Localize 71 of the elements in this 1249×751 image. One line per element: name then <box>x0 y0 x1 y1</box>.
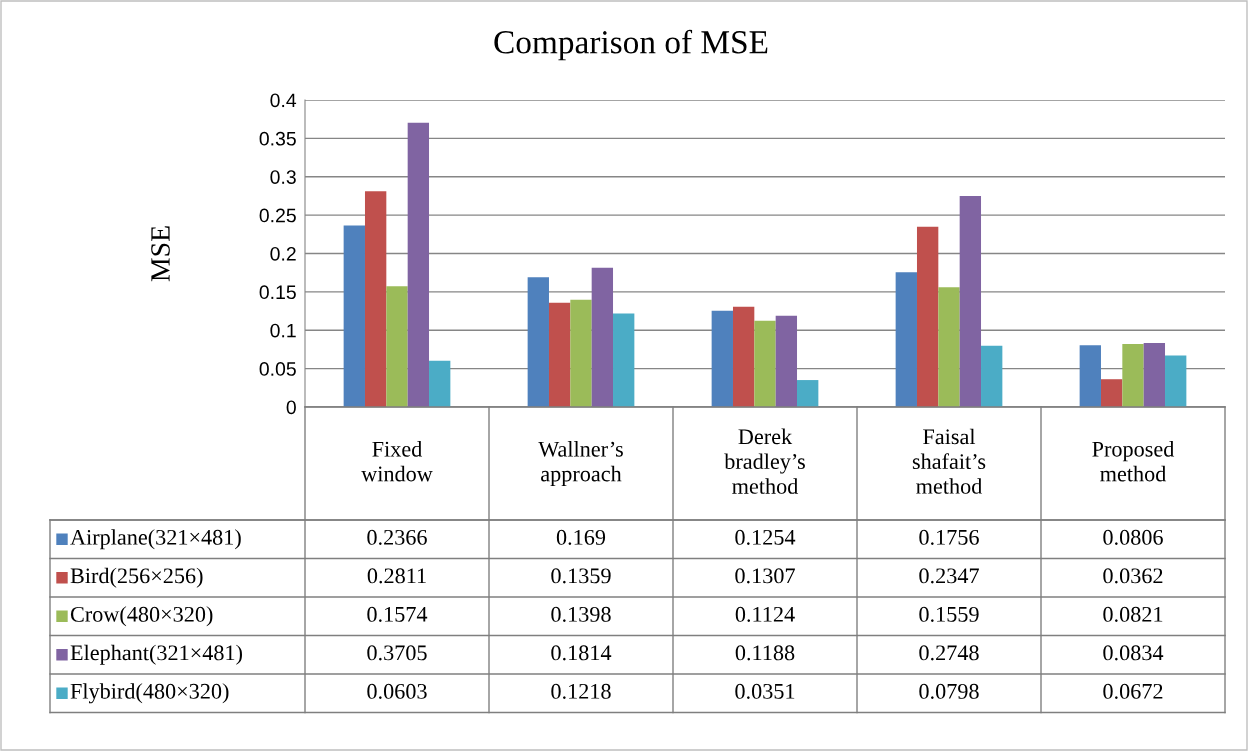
data-label: 0.2366 <box>367 529 427 545</box>
bar <box>570 299 592 407</box>
y-tick-label: 0.25 <box>259 208 296 223</box>
bar <box>895 272 917 407</box>
data-label: 0.0821 <box>1103 606 1163 622</box>
y-tick-label: 0.3 <box>270 170 296 184</box>
data-label: 0.2811 <box>367 568 426 584</box>
data-label: 0.1307 <box>735 568 795 584</box>
data-label: 0.1814 <box>551 645 612 661</box>
legend-label: Crow(480×320) <box>70 606 213 627</box>
x-tick-label: Wallner’s approach <box>538 441 623 486</box>
legend-label: Elephant(321×481) <box>70 644 243 665</box>
bar <box>981 345 1003 407</box>
data-label: 0.2347 <box>919 568 979 584</box>
legend-label: Flybird(480×320) <box>70 683 229 704</box>
bar <box>1143 342 1166 407</box>
bar <box>1079 345 1101 407</box>
x-tick-label: Fixed window <box>361 441 433 482</box>
x-tick-label: Faisal shafait’s method <box>912 428 986 494</box>
data-label: 0.169 <box>556 529 606 545</box>
bar <box>1165 355 1187 407</box>
data-label: 0.3705 <box>367 645 427 661</box>
y-tick-label: 0 <box>286 400 296 415</box>
bar <box>938 287 960 407</box>
y-tick-label: 0.4 <box>270 93 297 108</box>
bar <box>591 267 614 407</box>
y-tick-label: 0.2 <box>270 246 296 261</box>
data-label: 0.1398 <box>551 606 611 622</box>
bar <box>1122 343 1144 407</box>
y-tick-label: 0.35 <box>259 131 296 146</box>
legend-label: Airplane(321×481) <box>70 529 241 550</box>
data-label: 0.1559 <box>919 606 979 622</box>
bar <box>527 277 549 407</box>
bar <box>916 226 939 407</box>
bar <box>386 286 408 407</box>
y-tick-label: 0.1 <box>270 323 296 338</box>
data-label: 0.0798 <box>919 683 979 699</box>
data-label: 0.1124 <box>735 606 795 622</box>
y-tick-label: 0.05 <box>259 362 296 376</box>
y-tick-label: 0.15 <box>259 285 296 300</box>
data-label: 0.0351 <box>735 683 795 699</box>
data-label: 0.1218 <box>551 683 611 699</box>
bar <box>548 302 571 407</box>
data-label: 0.0834 <box>1103 645 1164 661</box>
data-label: 0.0672 <box>1103 683 1163 699</box>
bar <box>959 196 982 407</box>
bar <box>407 122 430 407</box>
bar <box>732 306 755 407</box>
data-label: 0.1188 <box>735 645 795 661</box>
y-axis-title: MSE <box>151 226 170 282</box>
data-label: 0.0806 <box>1103 529 1163 545</box>
chart-title: Comparison of MSE <box>494 29 768 61</box>
bar <box>343 225 365 407</box>
x-tick-label: Proposed method <box>1092 441 1175 482</box>
x-tick-label: Derek bradley’s method <box>724 428 805 494</box>
data-label: 0.1359 <box>551 568 611 584</box>
bar <box>613 313 635 407</box>
data-label: 0.0362 <box>1103 568 1163 584</box>
bar <box>797 380 819 407</box>
bar <box>429 360 451 407</box>
bar <box>754 320 776 407</box>
data-label: 0.0603 <box>367 683 427 699</box>
data-label: 0.1756 <box>919 529 979 545</box>
bar <box>711 310 733 407</box>
bar <box>364 191 387 407</box>
data-label: 0.2748 <box>919 645 979 661</box>
legend-label: Bird(256×256) <box>70 567 203 588</box>
bar <box>775 315 798 407</box>
data-label: 0.1574 <box>367 606 428 622</box>
bar <box>1100 379 1123 407</box>
data-label: 0.1254 <box>735 529 796 545</box>
